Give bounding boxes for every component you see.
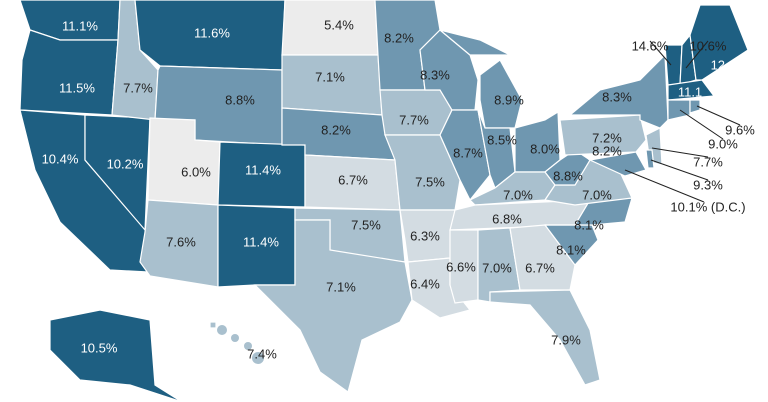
state-label-ny: 8.3% [602, 89, 632, 104]
state-fl [489, 289, 601, 386]
state-label-mo: 7.5% [415, 174, 445, 189]
state-label-nv: 10.2% [107, 156, 144, 171]
state-hi-island [244, 342, 252, 350]
state-me [689, 4, 749, 81]
state-label-nm: 11.4% [243, 234, 279, 249]
state-hi-island [217, 325, 227, 335]
state-label-nd: 5.4% [324, 17, 354, 32]
state-label-oh: 8.0% [530, 141, 560, 156]
state-or [19, 29, 119, 116]
leader-line-dc [624, 169, 705, 203]
state-label-co: 11.4% [245, 162, 281, 177]
state-label-ct: 9.0% [708, 136, 738, 151]
state-hi [209, 321, 217, 329]
leader-line-nj [651, 147, 709, 158]
state-label-ga: 6.7% [525, 260, 555, 275]
state-label-ms: 6.6% [446, 259, 476, 274]
state-sd [281, 54, 383, 116]
state-de [645, 149, 655, 169]
state-label-md: 8.2% [592, 143, 622, 158]
state-label-ok: 7.5% [351, 217, 381, 232]
state-label-sd: 7.1% [315, 69, 345, 84]
state-label-az: 7.6% [166, 234, 196, 249]
state-label-in: 8.5% [487, 132, 517, 147]
state-hi-island [252, 352, 264, 364]
state-label-va: 7.0% [582, 187, 612, 202]
state-label-ri: 9.6% [725, 122, 755, 137]
state-label-wi: 8.3% [420, 67, 450, 82]
state-label-ky: 7.0% [503, 187, 533, 202]
state-label-mn: 8.2% [384, 30, 414, 45]
state-pa [559, 114, 647, 156]
state-label-ut: 6.0% [181, 164, 211, 179]
state-label-il: 8.7% [453, 145, 483, 160]
state-label-wa: 11.1% [62, 18, 98, 33]
state-label-tn: 6.8% [492, 211, 522, 226]
state-label-fl: 7.9% [551, 332, 581, 347]
state-label-id: 7.7% [123, 80, 153, 95]
state-label-ne: 8.2% [321, 122, 351, 137]
state-label-wy: 8.8% [225, 92, 255, 107]
state-label-nj: 7.7% [693, 154, 723, 169]
state-label-wv: 8.8% [553, 168, 583, 183]
leader-line-ct [679, 109, 724, 140]
state-label-nh: 10.6% [690, 38, 727, 53]
leader-line-nh [685, 40, 709, 69]
state-mi [439, 29, 511, 56]
state-ct [667, 99, 691, 121]
state-label-hi: 7.4% [247, 346, 277, 361]
state-ga [509, 224, 576, 291]
state-label-la: 6.4% [410, 276, 440, 291]
state-label-ks: 6.7% [338, 172, 368, 187]
state-hi-island [231, 334, 239, 342]
leader-line-de [650, 159, 709, 181]
state-label-or: 11.5% [59, 80, 95, 95]
state-label-ma: 11.1 [678, 84, 702, 99]
state-md [587, 151, 647, 177]
state-label-mt: 11.6% [194, 25, 230, 40]
state-label-ar: 6.3% [410, 228, 440, 243]
state-label-tx: 7.1% [326, 279, 356, 294]
leader-line-ri [696, 105, 741, 126]
state-label-nc: 8.1% [574, 217, 604, 232]
state-label-me: 12.3% [711, 57, 748, 72]
state-tx [253, 219, 413, 393]
state-label-vt: 14.6% [632, 38, 669, 53]
state-ak [49, 309, 183, 402]
state-label-dc: 10.1% (D.C.) [670, 199, 745, 214]
state-ri [689, 99, 701, 114]
state-label-ca: 10.4% [42, 151, 79, 166]
state-label-ia: 7.7% [399, 112, 429, 127]
state-label-pa: 7.2% [592, 130, 622, 145]
leader-line-vt [649, 40, 672, 66]
state-label-ak: 10.5% [81, 340, 118, 355]
state-label-sc: 8.1% [556, 242, 586, 257]
state-label-al: 7.0% [482, 260, 512, 275]
state-ma [667, 79, 716, 101]
state-label-de: 9.3% [693, 177, 723, 192]
state-label-mi: 8.9% [494, 92, 524, 107]
